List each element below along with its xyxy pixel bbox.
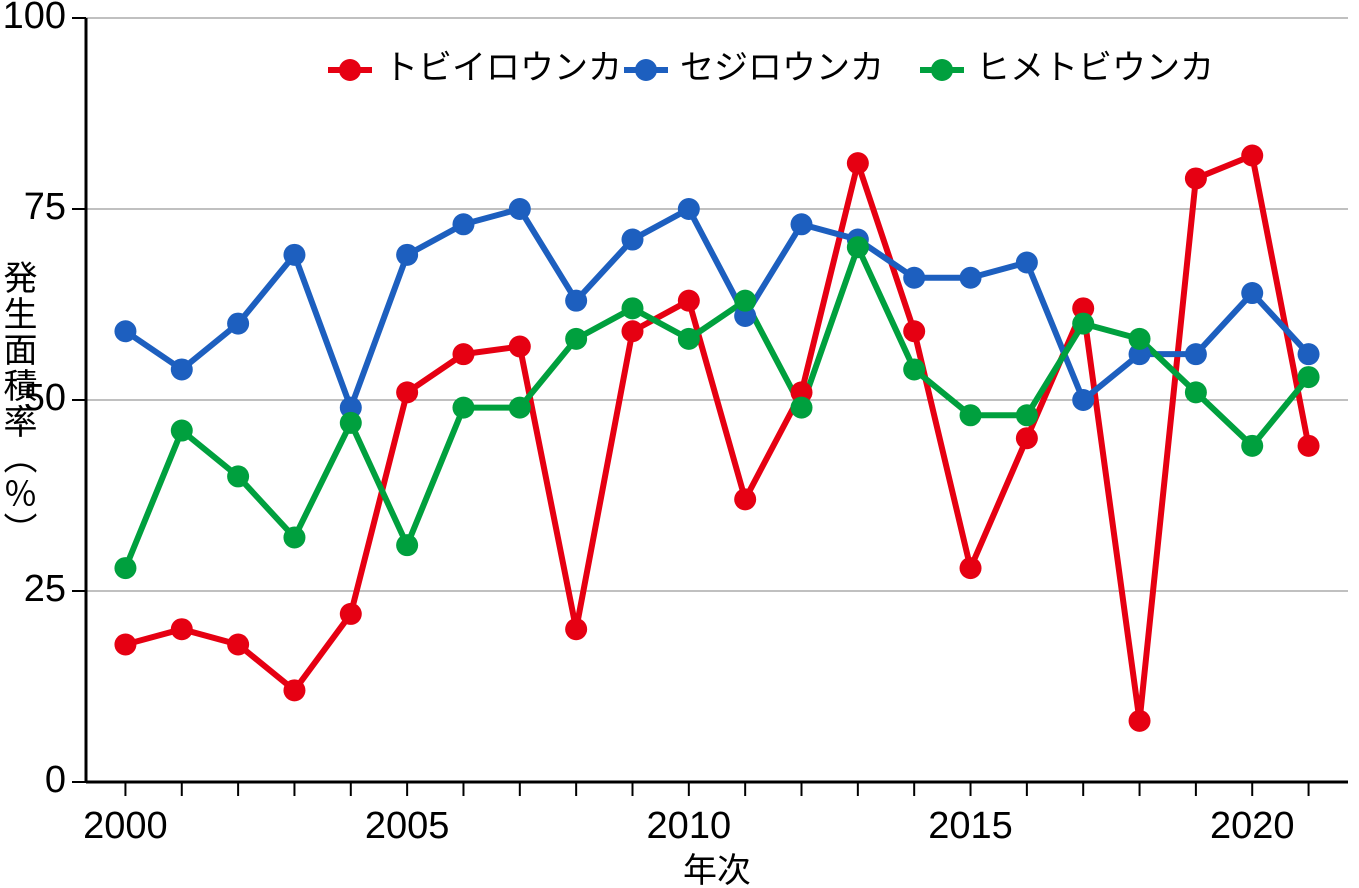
series-marker-2 <box>678 328 700 350</box>
series-marker-2 <box>1072 313 1094 335</box>
series-marker-0 <box>452 343 474 365</box>
series-marker-1 <box>509 198 531 220</box>
x-tick-label: 2010 <box>647 805 732 847</box>
series-marker-1 <box>1185 343 1207 365</box>
y-axis-label: 発生面積率（％） <box>0 260 34 548</box>
series-marker-2 <box>1241 435 1263 457</box>
series-marker-2 <box>227 465 249 487</box>
series-marker-2 <box>283 527 305 549</box>
legend-label: トビイロウンカ <box>384 49 622 87</box>
series-marker-1 <box>1072 389 1094 411</box>
series-marker-0 <box>734 488 756 510</box>
line-chart: 025507510020002005201020152020年次トビイロウンカセ… <box>0 0 1359 888</box>
legend-marker <box>635 59 657 81</box>
series-marker-0 <box>621 320 643 342</box>
series-marker-0 <box>171 618 193 640</box>
series-marker-0 <box>340 603 362 625</box>
series-marker-0 <box>565 618 587 640</box>
series-marker-1 <box>396 244 418 266</box>
legend-marker <box>931 59 953 81</box>
series-line-1 <box>125 209 1308 408</box>
series-marker-0 <box>509 336 531 358</box>
series-marker-1 <box>1016 251 1038 273</box>
series-marker-1 <box>565 290 587 312</box>
y-tick-label: 100 <box>3 0 66 37</box>
series-marker-0 <box>1129 710 1151 732</box>
series-marker-2 <box>960 404 982 426</box>
series-marker-0 <box>114 633 136 655</box>
series-marker-0 <box>960 557 982 579</box>
x-tick-label: 2020 <box>1210 805 1295 847</box>
legend-marker <box>339 59 361 81</box>
y-tick-label: 25 <box>24 568 66 610</box>
series-marker-0 <box>1185 167 1207 189</box>
series-marker-2 <box>509 397 531 419</box>
x-tick-label: 2000 <box>83 805 168 847</box>
series-marker-1 <box>621 229 643 251</box>
series-marker-2 <box>1185 381 1207 403</box>
series-marker-2 <box>1298 366 1320 388</box>
series-marker-2 <box>114 557 136 579</box>
series-marker-1 <box>1241 282 1263 304</box>
y-tick-label: 0 <box>45 759 66 801</box>
series-marker-1 <box>114 320 136 342</box>
legend-label: ヒメトビウンカ <box>976 49 1214 87</box>
series-marker-2 <box>903 358 925 380</box>
x-tick-label: 2015 <box>928 805 1013 847</box>
series-marker-2 <box>452 397 474 419</box>
series-marker-2 <box>171 420 193 442</box>
series-marker-2 <box>565 328 587 350</box>
series-marker-0 <box>1016 427 1038 449</box>
series-marker-1 <box>227 313 249 335</box>
series-marker-2 <box>791 397 813 419</box>
series-marker-2 <box>396 534 418 556</box>
series-marker-2 <box>1016 404 1038 426</box>
series-marker-1 <box>678 198 700 220</box>
series-marker-2 <box>734 290 756 312</box>
series-marker-0 <box>678 290 700 312</box>
series-marker-2 <box>847 236 869 258</box>
series-marker-0 <box>1298 435 1320 457</box>
series-marker-2 <box>621 297 643 319</box>
series-marker-1 <box>791 213 813 235</box>
legend-label: セジロウンカ <box>680 49 884 87</box>
series-marker-1 <box>283 244 305 266</box>
chart-svg: 025507510020002005201020152020年次トビイロウンカセ… <box>0 0 1359 888</box>
x-axis-label: 年次 <box>683 852 751 888</box>
series-marker-1 <box>1298 343 1320 365</box>
series-marker-0 <box>396 381 418 403</box>
y-tick-label: 75 <box>24 186 66 228</box>
series-marker-1 <box>903 267 925 289</box>
series-marker-0 <box>283 679 305 701</box>
series-marker-1 <box>960 267 982 289</box>
series-line-0 <box>125 156 1308 721</box>
series-marker-0 <box>847 152 869 174</box>
series-marker-2 <box>1129 328 1151 350</box>
series-marker-0 <box>903 320 925 342</box>
series-marker-1 <box>452 213 474 235</box>
series-marker-0 <box>1241 145 1263 167</box>
series-marker-1 <box>171 358 193 380</box>
series-marker-2 <box>340 412 362 434</box>
x-tick-label: 2005 <box>365 805 450 847</box>
series-marker-0 <box>227 633 249 655</box>
